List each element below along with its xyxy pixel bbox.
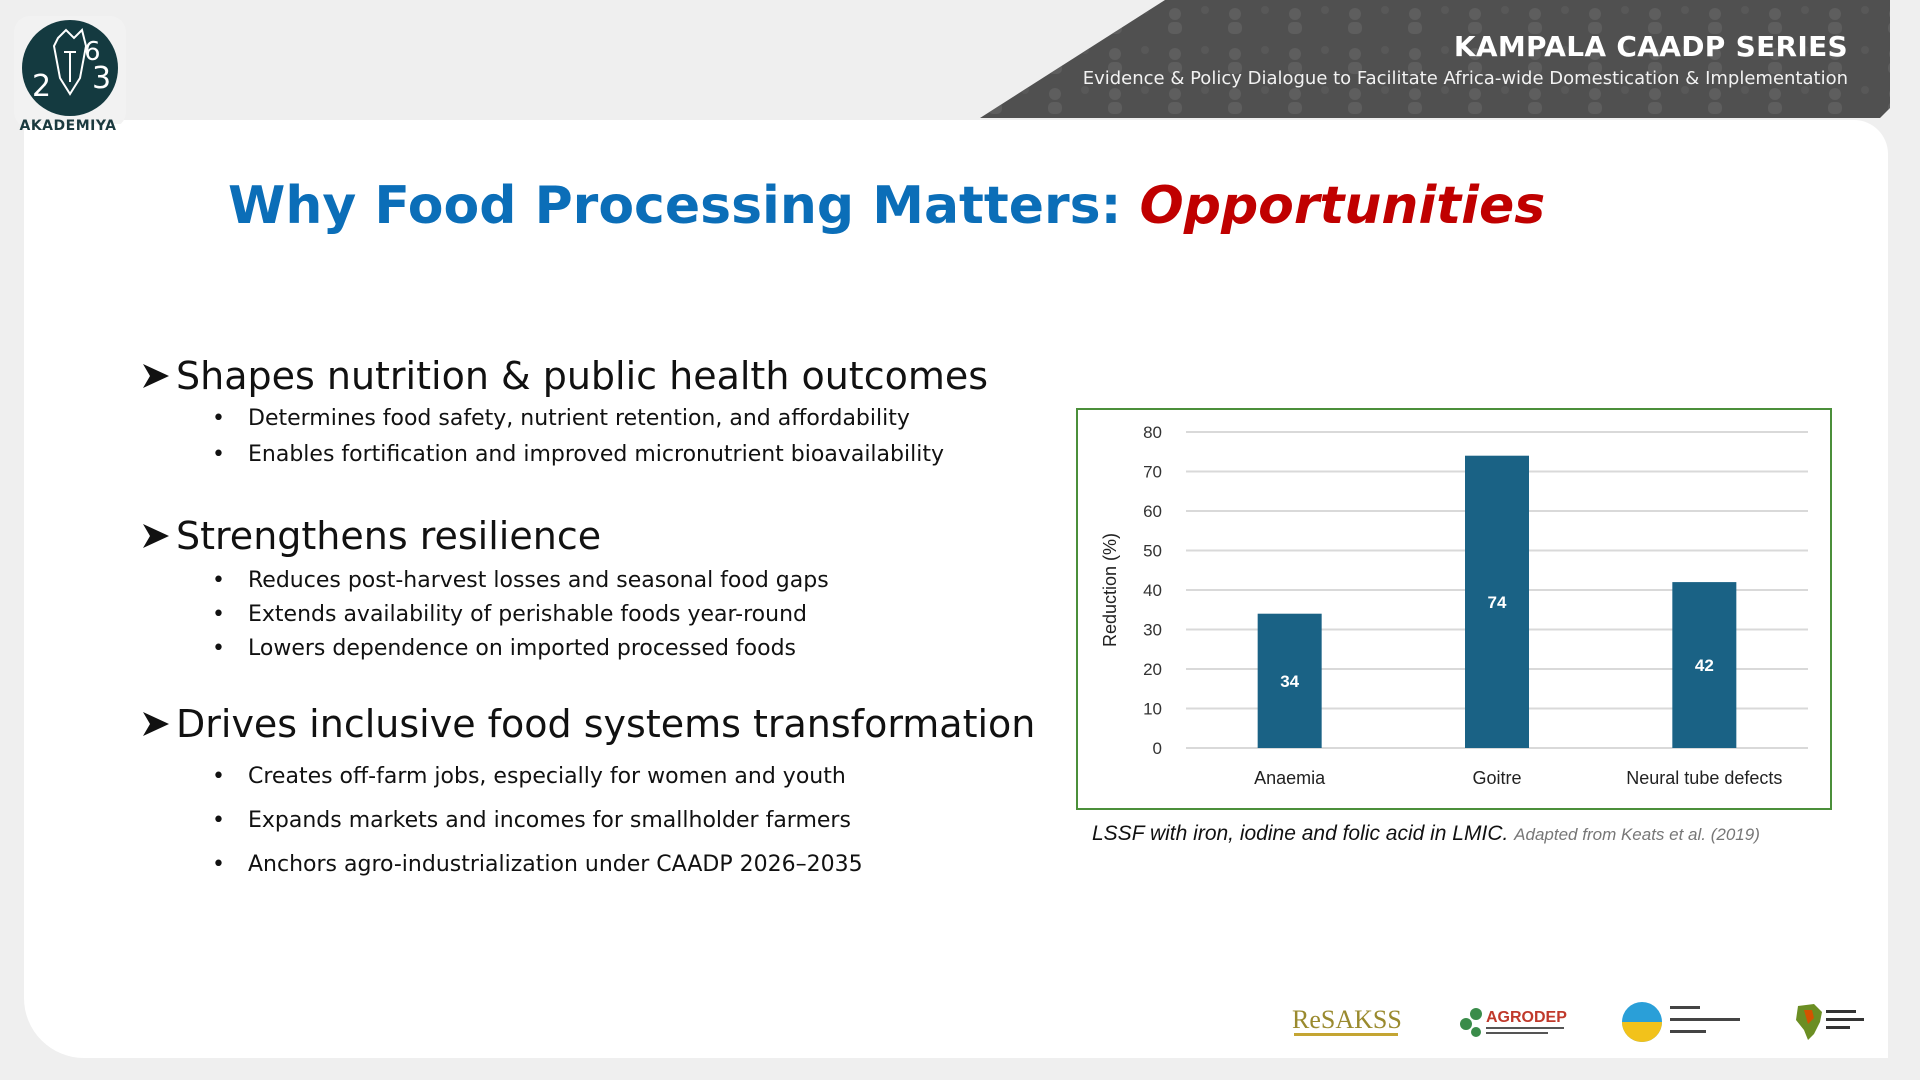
bar-data-label: 34 (1280, 672, 1299, 691)
bar-chart: 0 10 20 30 40 50 60 70 80 Reduction (%) 34 Anaemia 7… (1100, 423, 1808, 788)
section-bullets: Reduces post-harvest losses and seasonal… (212, 568, 829, 670)
header-banner: KAMPALA CAADP SERIES Evidence & Policy D… (980, 0, 1890, 118)
x-tick-label: Goitre (1472, 768, 1521, 788)
series-subtitle: Evidence & Policy Dialogue to Facilitate… (1082, 68, 1848, 89)
section-heading-text: Shapes nutrition & public health outcome… (176, 354, 989, 398)
svg-text:AGRODEP: AGRODEP (1486, 1009, 1567, 1026)
bullet-item: Extends availability of perishable foods… (212, 602, 829, 636)
series-title: KAMPALA CAADP SERIES (1453, 30, 1848, 63)
y-tick-label: 50 (1143, 542, 1162, 561)
section-heading: Strengthens resilience (140, 514, 829, 558)
section-bullets: Creates off-farm jobs, especially for wo… (212, 764, 1035, 896)
svg-text:2: 2 (32, 69, 51, 104)
arrow-bullet-icon (143, 364, 169, 388)
chart-frame: 0 10 20 30 40 50 60 70 80 Reduction (%) 34 Anaemia 7… (1076, 408, 1832, 810)
arrow-bullet-icon (143, 524, 169, 548)
svg-text:ReSAKSS: ReSAKSS (1292, 1005, 1402, 1034)
svg-text:6: 6 (84, 37, 101, 67)
section-resilience: Strengthens resilience Reduces post-harv… (140, 514, 829, 670)
bullet-item: Reduces post-harvest losses and seasonal… (212, 568, 829, 602)
svg-text:3: 3 (92, 61, 111, 96)
bar-data-label: 74 (1488, 593, 1507, 612)
y-tick-label: 20 (1143, 660, 1162, 679)
bullet-item: Anchors agro-industrialization under CAA… (212, 852, 1035, 896)
section-heading-text: Strengthens resilience (176, 514, 602, 558)
section-heading: Shapes nutrition & public health outcome… (140, 354, 988, 398)
y-axis-label: Reduction (%) (1100, 533, 1120, 647)
y-tick-label: 30 (1143, 621, 1162, 640)
y-tick-label: 60 (1143, 502, 1162, 521)
partner-logos: ReSAKSS AGRODEP (1260, 976, 1888, 1058)
agrodep-logo-icon: AGRODEP (1460, 1008, 1567, 1037)
malabo-montpellier-logo-icon (1622, 1002, 1740, 1042)
bullet-item: Enables fortification and improved micro… (212, 442, 988, 478)
akademiya-logo: 2 6 3 (14, 16, 126, 140)
x-tick-label: Anaemia (1254, 768, 1326, 788)
section-nutrition: Shapes nutrition & public health outcome… (140, 354, 988, 478)
bullet-item: Lowers dependence on imported processed … (212, 636, 829, 670)
bullet-item: Expands markets and incomes for smallhol… (212, 808, 1035, 852)
malabo-montpellier-logo (1622, 1002, 1752, 1042)
bar-goitre (1465, 455, 1529, 748)
section-transformation: Drives inclusive food systems transforma… (140, 702, 1035, 896)
title-main: Why Food Processing Matters: (228, 176, 1140, 236)
bullet-item: Creates off-farm jobs, especially for wo… (212, 764, 1035, 808)
section-bullets: Determines food safety, nutrient retenti… (212, 406, 988, 478)
arrow-bullet-icon (143, 712, 169, 736)
africa-map-icon (1796, 1004, 1864, 1040)
caption-source: Adapted from Keats et al. (2019) (1514, 825, 1760, 844)
chart-caption: LSSF with iron, iodine and folic acid in… (1092, 822, 1760, 846)
caption-main: LSSF with iron, iodine and folic acid in… (1092, 822, 1509, 845)
y-tick-label: 0 (1153, 739, 1162, 758)
bar-anaemia (1257, 613, 1322, 748)
section-heading-text: Drives inclusive food systems transforma… (176, 702, 1036, 746)
africa-agriculture-watch-logo (1790, 1002, 1870, 1042)
y-tick-label: 70 (1143, 463, 1162, 482)
agrodep-logo: AGRODEP (1458, 1002, 1568, 1042)
bar-data-label: 42 (1695, 656, 1714, 675)
y-tick-label: 40 (1143, 581, 1162, 600)
y-tick-label: 10 (1143, 700, 1162, 719)
title-accent: Opportunities (1139, 176, 1546, 236)
bar-neural-tube-defects (1672, 582, 1737, 748)
bullet-item: Determines food safety, nutrient retenti… (212, 406, 988, 442)
x-tick-label: Neural tube defects (1626, 768, 1782, 788)
akademiya-wordmark: AKADEMIYA (19, 118, 117, 134)
y-tick-label: 80 (1143, 423, 1162, 442)
section-heading: Drives inclusive food systems transforma… (140, 702, 1035, 746)
resakss-logo-icon: ReSAKSS (1292, 1005, 1402, 1036)
slide-title: Why Food Processing Matters: Opportuniti… (228, 176, 1545, 236)
akademiya-emblem-icon: 2 6 3 (14, 16, 126, 128)
resakss-logo: ReSAKSS (1292, 1002, 1402, 1042)
banner-background (980, 0, 1890, 118)
